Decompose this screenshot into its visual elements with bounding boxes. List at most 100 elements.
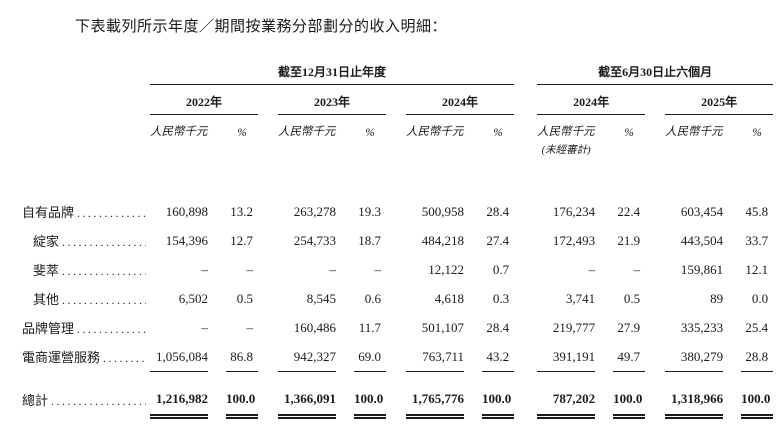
- percent-cell: 0.0: [751, 290, 769, 306]
- amount-cell: 159,861: [680, 261, 724, 277]
- percent-cell: 49.7: [613, 342, 646, 372]
- table-row-others: 其他 6,502 0.5 8,545 0.6 4,618 0.3 3,741 0…: [22, 284, 773, 313]
- unit-header-row: 人民幣千元 % 人民幣千元 % 人民幣千元 % 人民幣千元 % 人民幣千元 %: [22, 115, 773, 139]
- amount-cell: 8,545: [306, 290, 336, 306]
- section-intro-text: 下表載列所示年度／期間按業務分部劃分的收入明細：: [75, 19, 448, 35]
- percent-cell: 33.7: [745, 232, 769, 248]
- percent-cell: 28.4: [486, 203, 510, 219]
- dot-leader: [77, 322, 146, 337]
- dot-leader: [51, 394, 146, 409]
- amount-cell: 160,898: [165, 203, 208, 219]
- row-label: 電商運營服務: [22, 350, 101, 366]
- total-amount-cell: 1,765,776: [406, 383, 464, 419]
- row-label: 綻家: [33, 234, 60, 249]
- percent-cell: 0.6: [364, 290, 381, 306]
- percent-cell: –: [374, 261, 382, 277]
- amount-cell: 391,191: [537, 342, 596, 372]
- amount-cell: 6,502: [178, 290, 208, 306]
- amount-cell: 254,733: [293, 232, 336, 248]
- dot-leader: [62, 235, 146, 250]
- amount-cell: 942,327: [278, 342, 336, 372]
- percent-cell: 69.0: [354, 342, 386, 372]
- percent-cell: 13.2: [230, 203, 253, 219]
- percent-header: %: [365, 127, 375, 139]
- percent-cell: 43.2: [482, 342, 515, 372]
- amount-cell: 154,396: [165, 232, 208, 248]
- amount-cell: 380,279: [665, 342, 724, 372]
- unit-header: 人民幣千元: [537, 126, 595, 138]
- year-header-2024-interim: 2024年: [537, 84, 646, 115]
- total-amount-cell: 1,366,091: [278, 383, 336, 419]
- unaudited-note-row: (未經審計): [22, 139, 773, 157]
- percent-cell: 27.4: [486, 232, 510, 248]
- unaudited-note: (未經審計): [541, 145, 591, 156]
- percent-cell: 19.3: [358, 203, 381, 219]
- amount-cell: 12,122: [428, 261, 464, 277]
- amount-cell: 160,486: [293, 319, 336, 335]
- amount-cell: –: [201, 319, 209, 335]
- amount-cell: 4,618: [434, 290, 464, 306]
- percent-header: %: [624, 127, 634, 139]
- percent-cell: 86.8: [226, 342, 258, 372]
- amount-cell: –: [588, 261, 596, 277]
- total-percent-cell: 100.0: [226, 383, 258, 419]
- total-percent-cell: 100.0: [741, 383, 774, 419]
- percent-cell: –: [633, 261, 641, 277]
- percent-cell: –: [246, 319, 254, 335]
- percent-cell: 0.5: [236, 290, 253, 306]
- percent-cell: 25.4: [745, 319, 769, 335]
- table-row-brand-management: 品牌管理 – – 160,486 11.7 501,107 28.4 219,7…: [22, 313, 773, 342]
- year-header-2023: 2023年: [278, 84, 386, 115]
- total-percent-cell: 100.0: [354, 383, 386, 419]
- document-page: 下表載列所示年度／期間按業務分部劃分的收入明細： 截至12月31日止年度 截至6…: [0, 15, 779, 446]
- row-label: 斐萃: [33, 263, 60, 278]
- amount-cell: 763,711: [406, 342, 464, 372]
- percent-header: %: [493, 127, 503, 139]
- amount-cell: –: [201, 261, 209, 277]
- percent-cell: 28.4: [486, 319, 510, 335]
- amount-cell: 263,278: [293, 203, 336, 219]
- percent-cell: 22.4: [617, 203, 641, 219]
- unit-header: 人民幣千元: [150, 126, 208, 138]
- amount-cell: 176,234: [552, 203, 596, 219]
- percent-cell: 0.7: [492, 261, 510, 277]
- column-group-annual: 截至12月31日止年度: [150, 63, 515, 85]
- dot-leader: [62, 293, 146, 308]
- percent-cell: 11.7: [358, 319, 381, 335]
- percent-cell: 27.9: [617, 319, 641, 335]
- year-header-2025-interim: 2025年: [665, 84, 774, 115]
- percent-cell: 12.7: [230, 232, 253, 248]
- amount-cell: 3,741: [565, 290, 596, 306]
- percent-header: %: [237, 127, 247, 139]
- unit-header: 人民幣千元: [665, 126, 723, 138]
- amount-cell: 89: [710, 290, 724, 306]
- total-amount-cell: 1,216,982: [150, 383, 208, 419]
- amount-cell: 443,504: [680, 232, 724, 248]
- column-group-interim: 截至6月30日止六個月: [537, 63, 774, 85]
- period-group-header-row: 截至12月31日止年度 截至6月30日止六個月: [22, 63, 774, 85]
- percent-cell: 12.1: [745, 261, 769, 277]
- row-label: 其他: [33, 292, 60, 307]
- amount-cell: 219,777: [552, 319, 596, 335]
- table-row-zhanjia: 綻家 154,396 12.7 254,733 18.7 484,218 27.…: [22, 226, 773, 255]
- percent-cell: 0.5: [623, 290, 641, 306]
- amount-cell: –: [329, 261, 337, 277]
- table-row-feicui: 斐萃 – – – – 12,122 0.7 – – 159,861 12.1: [22, 255, 773, 284]
- percent-cell: 28.8: [741, 342, 774, 372]
- amount-cell: 1,056,084: [150, 342, 208, 372]
- row-label: 總計: [22, 393, 49, 409]
- total-amount-cell: 787,202: [537, 383, 596, 419]
- unit-header: 人民幣千元: [278, 126, 336, 138]
- year-header-2022: 2022年: [150, 84, 258, 115]
- percent-cell: 18.7: [358, 232, 381, 248]
- amount-cell: 603,454: [680, 203, 724, 219]
- row-label: 自有品牌: [22, 205, 75, 220]
- percent-cell: 45.8: [745, 203, 769, 219]
- table-row-total: 總計 1,216,982 100.0 1,366,091 100.0 1,765…: [22, 383, 774, 419]
- vertical-spacer: [22, 157, 773, 197]
- table-row-ecommerce-services: 電商運營服務 1,056,084 86.8 942,327 69.0 763,7…: [22, 342, 774, 372]
- amount-cell: 335,233: [680, 319, 724, 335]
- percent-cell: 0.3: [492, 290, 510, 306]
- amount-cell: 172,493: [552, 232, 596, 248]
- dot-leader: [62, 264, 146, 279]
